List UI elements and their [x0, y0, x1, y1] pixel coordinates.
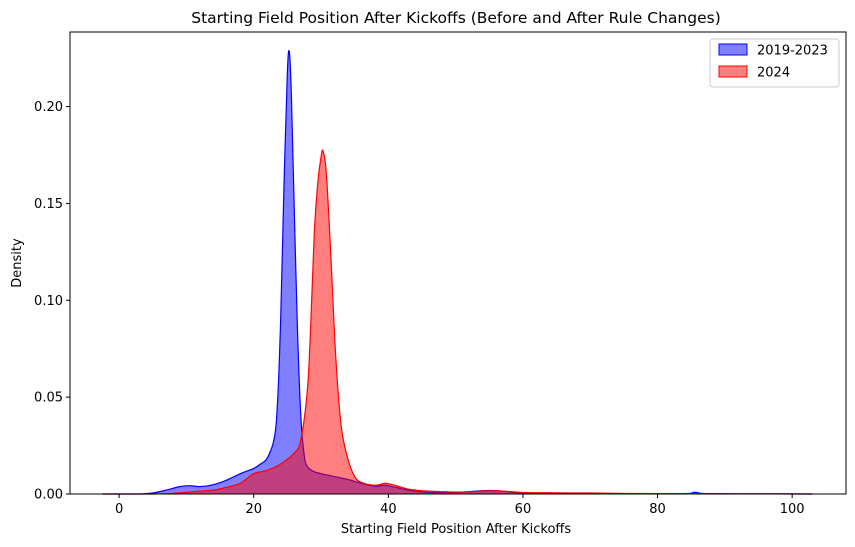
x-tick-label: 20 — [245, 502, 262, 517]
x-tick-label: 60 — [515, 502, 532, 517]
legend-item-2024-swatch — [718, 65, 748, 78]
y-axis: 0.00 0.05 0.10 0.15 0.20 — [34, 100, 70, 503]
y-tick-label: 0.00 — [34, 488, 63, 503]
plot-frame — [69, 31, 847, 495]
x-axis: 0 20 40 60 80 100 — [115, 494, 805, 517]
legend: 2019-2023 2024 — [709, 38, 840, 88]
series-layer — [102, 49, 813, 495]
x-tick-label: 0 — [115, 502, 123, 517]
chart-title: Starting Field Position After Kickoffs (… — [191, 9, 721, 27]
x-axis-label: Starting Field Position After Kickoffs — [341, 522, 571, 537]
y-tick-label: 0.15 — [34, 197, 63, 212]
legend-item-2019-2023-swatch — [718, 43, 748, 56]
legend-item-2019-2023-label: 2019-2023 — [757, 44, 828, 59]
y-tick-label: 0.10 — [34, 294, 63, 309]
x-tick-label: 80 — [649, 502, 666, 517]
legend-item-2024-label: 2024 — [757, 66, 790, 81]
series-2024-line — [102, 149, 813, 495]
series-2019-2023-area — [102, 50, 813, 494]
x-tick-label: 40 — [380, 502, 397, 517]
y-axis-label: Density — [10, 238, 25, 288]
x-tick-label: 100 — [780, 502, 805, 517]
y-tick-label: 0.05 — [34, 391, 63, 406]
y-tick-label: 0.20 — [34, 100, 63, 115]
